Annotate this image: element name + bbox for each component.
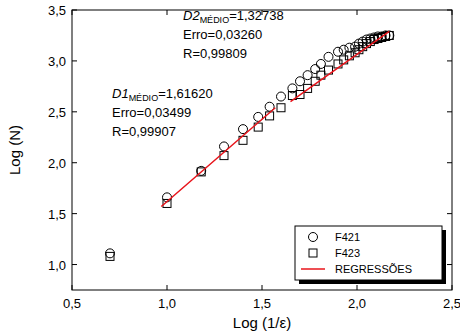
point-circle xyxy=(163,193,172,202)
legend-line xyxy=(301,268,325,270)
annotation-value: =1,32738 xyxy=(229,8,284,23)
x-tick-label: 1,0 xyxy=(158,296,176,311)
x-tick xyxy=(167,285,168,290)
y-tick-right xyxy=(447,264,452,265)
legend: F421 F423 REGRESSÕES xyxy=(295,226,446,284)
regression-line xyxy=(161,31,389,206)
annotation-value: =1,61620 xyxy=(158,86,213,101)
annotation-line: Erro=0,03499 xyxy=(112,105,191,120)
annotation-symbol: D2 xyxy=(183,8,200,23)
legend-label: F421 xyxy=(335,231,360,243)
x-tick-top xyxy=(452,10,453,15)
point-circle xyxy=(311,65,320,74)
x-axis-title: Log (1/ε) xyxy=(233,314,291,331)
point-circle xyxy=(106,249,115,258)
legend-box xyxy=(295,226,442,280)
y-tick-label: 3,0 xyxy=(48,54,66,69)
y-tick xyxy=(72,162,77,163)
y-tick xyxy=(72,264,77,265)
y-tick-label: 1,0 xyxy=(48,258,66,273)
x-tick-top xyxy=(72,10,73,15)
y-tick-right xyxy=(447,213,452,214)
x-tick xyxy=(452,285,453,290)
x-tick-label: 2,5 xyxy=(443,296,460,311)
x-tick-label: 0,5 xyxy=(63,296,81,311)
x-tick-label: 2,0 xyxy=(348,296,366,311)
y-tick-label: 1,5 xyxy=(48,207,66,222)
x-tick xyxy=(72,285,73,290)
annotation-line: R=0,99809 xyxy=(183,46,247,61)
annotation-subscript: MÉDIO xyxy=(200,15,230,25)
point-circle xyxy=(339,45,348,54)
y-tick-label: 3,5 xyxy=(48,3,66,18)
y-tick xyxy=(72,10,77,11)
point-circle xyxy=(324,52,333,61)
chart: 0,5 1,0 1,5 2,0 2,5 1,0 1,5 2,0 2,5 3,0 3,5 Log (1/… xyxy=(0,0,460,332)
x-tick-top xyxy=(357,10,358,15)
x-tick xyxy=(357,285,358,290)
y-tick-right xyxy=(447,111,452,112)
y-tick-label: 2,0 xyxy=(48,156,66,171)
annotation-subscript: MÉDIO xyxy=(129,93,159,103)
legend-marker xyxy=(309,249,317,257)
annotation-line: R=0,99907 xyxy=(112,124,176,139)
annotation-symbol: D1 xyxy=(112,86,129,101)
plot-frame xyxy=(72,10,452,290)
legend-label: REGRESSÕES xyxy=(335,263,412,275)
point-square xyxy=(277,104,285,112)
x-tick xyxy=(262,285,263,290)
y-axis-title: Log (N) xyxy=(6,125,23,175)
y-tick xyxy=(72,60,77,61)
legend-label: F423 xyxy=(335,247,360,259)
annotation-line: Erro=0,03260 xyxy=(183,27,262,42)
y-tick-right xyxy=(447,60,452,61)
legend-marker xyxy=(309,233,318,242)
y-tick xyxy=(72,213,77,214)
point-circle xyxy=(334,47,343,56)
y-tick-right xyxy=(447,162,452,163)
y-tick-right xyxy=(447,10,452,11)
x-tick-label: 1,5 xyxy=(253,296,271,311)
x-tick-top xyxy=(167,10,168,15)
annotation-title: D2MÉDIO=1,32738 xyxy=(183,8,284,25)
point-square xyxy=(106,252,114,260)
point-circle xyxy=(277,92,286,101)
annotation-title: D1MÉDIO=1,61620 xyxy=(112,86,213,103)
y-tick xyxy=(72,111,77,112)
y-tick-label: 2,5 xyxy=(48,105,66,120)
